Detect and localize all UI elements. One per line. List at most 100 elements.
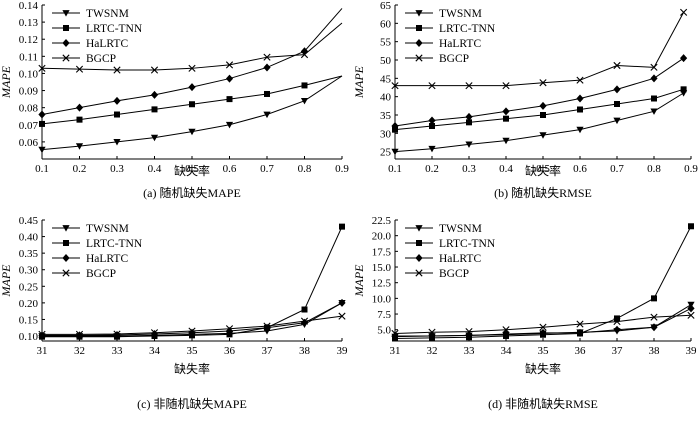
x-tick-label: 37 (612, 345, 624, 357)
data-point (539, 323, 547, 331)
data-point (577, 106, 583, 113)
data-point (38, 330, 46, 338)
x-tick-label: 38 (299, 345, 311, 357)
x-tick-label: 37 (262, 345, 274, 357)
data-point (680, 54, 688, 63)
panel-caption: (c) 非随机缺失MAPE (137, 396, 247, 411)
data-point (502, 326, 510, 334)
series-halrtc (38, 298, 346, 340)
data-point (338, 298, 346, 307)
y-tick-label: 0.40 (19, 232, 39, 244)
data-point (189, 101, 195, 108)
data-point (113, 331, 121, 340)
y-tick-label: 0.06 (19, 137, 39, 149)
x-tick-label: 34 (501, 345, 513, 357)
legend: TWSNM LRTC-TNN HaLRTC BGCP (52, 223, 143, 280)
legend-marker (415, 10, 423, 17)
data-point (76, 116, 83, 123)
legend-label: BGCP (86, 53, 116, 65)
y-tick-label: 0.10 (19, 68, 39, 80)
y-tick-label: 0.12 (19, 34, 38, 46)
chart-panel-2: 31 32 33 34 35 36 37 38 39 0.10 0.15 0.20 0.25 0.30 0.… (0, 215, 348, 411)
data-point (428, 328, 436, 336)
data-point (650, 323, 658, 332)
data-point (687, 304, 695, 313)
data-point (226, 96, 233, 103)
series-halrtc (391, 304, 695, 340)
data-point (75, 103, 84, 112)
legend-marker (62, 269, 70, 277)
data-point (150, 66, 159, 74)
data-point (503, 115, 509, 122)
x-tick-label: 0.6 (573, 163, 587, 175)
data-point (225, 121, 234, 129)
data-point (539, 132, 547, 139)
data-point (38, 331, 46, 340)
x-tick-label: 36 (224, 345, 236, 357)
data-point (300, 317, 309, 325)
y-tick-label: 10.0 (372, 293, 392, 305)
series-bgcp (391, 311, 695, 338)
y-tick-label: 45 (380, 73, 392, 85)
data-point (429, 123, 435, 129)
legend-marker (415, 39, 423, 47)
x-tick-label: 0.6 (223, 163, 237, 175)
series-bgcp (38, 22, 343, 74)
legend-label: HaLRTC (86, 253, 128, 265)
x-tick-label: 39 (337, 345, 349, 357)
data-point (225, 74, 234, 83)
y-tick-label: 0.10 (19, 331, 39, 343)
legend-label: LRTC-TNN (439, 238, 496, 250)
y-tick-label: 0.14 (19, 0, 39, 12)
legend-marker (63, 240, 69, 246)
data-point (428, 145, 436, 153)
x-tick-label: 0.2 (425, 163, 439, 175)
y-tick-label: 20.0 (372, 231, 392, 243)
y-tick-label: 0.07 (19, 120, 39, 132)
data-point (539, 79, 547, 87)
data-point (75, 330, 84, 338)
series-line (394, 88, 684, 131)
x-tick-label: 0.1 (35, 163, 49, 175)
data-point (651, 295, 657, 302)
y-tick-label: 40 (380, 92, 392, 104)
data-point (687, 311, 695, 319)
data-point (151, 106, 158, 113)
data-point (150, 134, 159, 142)
data-point (188, 83, 196, 92)
y-tick-label: 0.15 (19, 314, 39, 326)
x-tick-label: 0.7 (260, 163, 274, 175)
data-point (263, 63, 271, 72)
data-point (391, 82, 399, 90)
data-point (39, 120, 45, 127)
x-tick-label: 0.1 (388, 163, 402, 175)
y-axis-label: MAPE (0, 65, 13, 99)
data-point (613, 61, 621, 70)
x-axis-label: 缺失率 (174, 163, 210, 178)
data-point (539, 101, 547, 110)
y-tick-label: 7.5 (377, 309, 391, 321)
legend-label: TWSNM (86, 8, 129, 20)
series-lrtc-tnn (39, 75, 343, 127)
y-tick-label: 12.5 (372, 278, 392, 290)
data-point (428, 116, 436, 125)
y-axis-label: MAPE (0, 264, 13, 298)
y-tick-label: 0.09 (19, 86, 39, 98)
data-point (465, 141, 473, 148)
series-bgcp (38, 312, 346, 338)
x-tick-label: 0.9 (684, 163, 698, 175)
data-point (113, 330, 121, 338)
data-point (300, 318, 309, 327)
x-tick-label: 0.8 (298, 163, 312, 175)
data-point (391, 122, 399, 130)
x-tick-label: 0.4 (148, 163, 162, 175)
x-tick-label: 33 (464, 345, 476, 357)
legend-marker (62, 54, 70, 62)
data-point (502, 107, 510, 116)
data-point (614, 315, 620, 322)
legend: TWSNM LRTC-TNN HaLRTC BGCP (405, 8, 496, 65)
data-point (613, 325, 621, 334)
x-tick-label: 32 (427, 345, 438, 357)
data-point (680, 86, 687, 93)
